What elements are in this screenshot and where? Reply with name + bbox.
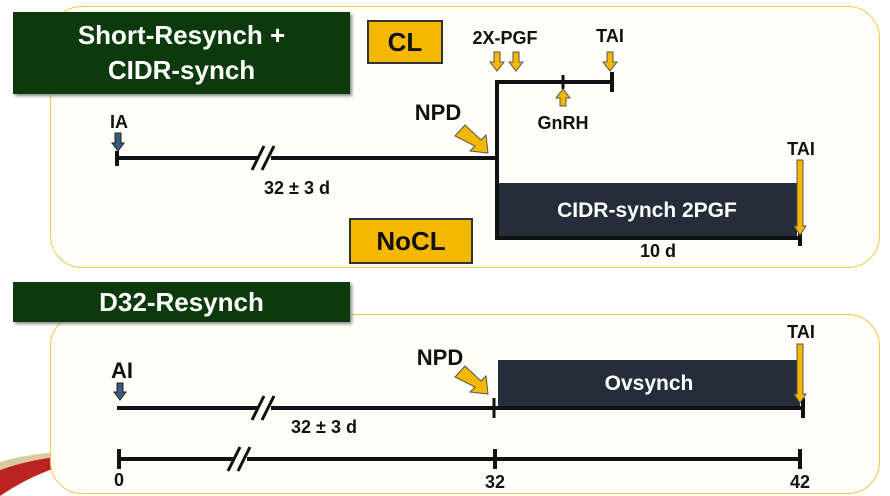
pgf-label: 2X-PGF — [472, 28, 538, 48]
d32-resynch-title: D32-Resynch — [13, 282, 350, 322]
title-line-2: CIDR-synch — [107, 55, 256, 85]
ia-label: IA — [110, 112, 128, 132]
break-marks — [226, 145, 276, 472]
nocl-box: NoCL — [349, 218, 473, 264]
axis-label-0: 0 — [113, 470, 125, 490]
axis-label-42: 42 — [789, 472, 811, 492]
ovsynch-box: Ovsynch — [498, 360, 800, 408]
ai-arrow — [113, 382, 127, 401]
gnrh-label: GnRH — [537, 113, 589, 133]
tai-label-bottom: TAI — [787, 322, 815, 342]
tai-upper-label: TAI — [596, 26, 624, 46]
ia-arrow — [111, 132, 125, 152]
interval-label: 32 ± 3 d — [264, 178, 330, 198]
npd-label: NPD — [414, 100, 462, 125]
gnrh-arrow — [554, 88, 572, 107]
tai-arrow-d32 — [793, 343, 807, 404]
duration-label: 10 d — [639, 241, 677, 261]
ai-label: AI — [111, 358, 133, 383]
npd-label-bottom: NPD — [416, 345, 464, 370]
npd-arrow-top — [454, 124, 489, 154]
interval-label-bottom: 32 ± 3 d — [291, 417, 357, 437]
pgf-arrow-2 — [507, 51, 525, 72]
pgf-arrow-1 — [488, 51, 506, 72]
cl-box: CL — [367, 20, 443, 64]
tai-arrow-upper — [601, 51, 619, 72]
cidr-synch-box: CIDR-synch 2PGF — [497, 183, 797, 238]
tai-arrow-lower — [793, 159, 807, 236]
title-line-1: Short-Resynch + — [77, 20, 286, 50]
axis-label-32: 32 — [484, 472, 506, 492]
short-resynch-title: Short-Resynch + CIDR-synch — [13, 12, 350, 94]
tai-lower-label: TAI — [787, 139, 815, 159]
npd-arrow-bottom — [454, 365, 489, 395]
